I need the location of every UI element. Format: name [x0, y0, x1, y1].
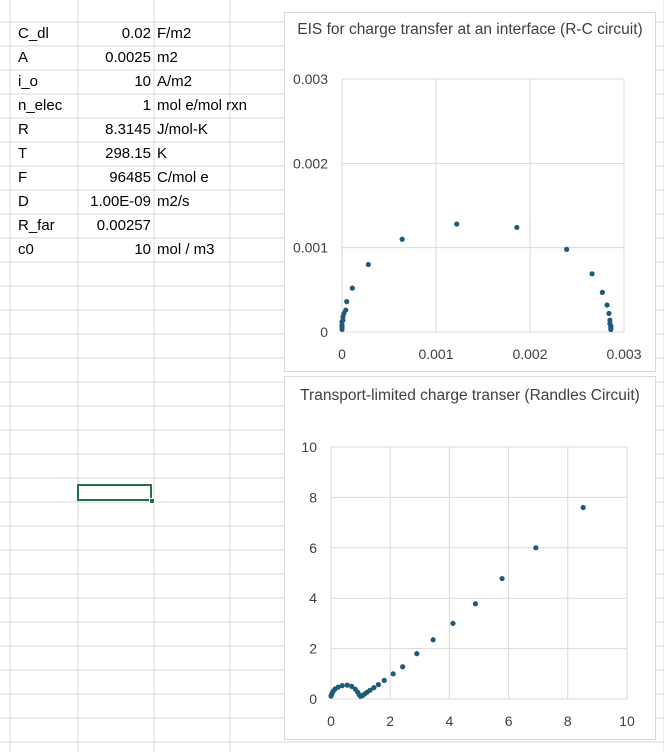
data-point [499, 575, 505, 582]
data-point [599, 289, 605, 295]
data-point [344, 299, 350, 305]
data-point [367, 687, 373, 693]
selected-cell[interactable] [77, 484, 152, 501]
cell-unit[interactable]: mol e/mol rxn [157, 97, 248, 114]
data-point [371, 685, 377, 691]
x-tick-label: 2 [386, 713, 394, 729]
y-tick-label: 8 [309, 489, 317, 505]
chart-randles[interactable]: Transport-limited charge transer (Randle… [284, 376, 656, 740]
y-tick-label: 0 [320, 324, 328, 340]
data-point [390, 671, 396, 677]
cell-value[interactable]: 0.02 [121, 25, 151, 42]
data-point [375, 682, 381, 688]
x-tick-label: 6 [505, 713, 513, 729]
cell-value[interactable]: 298.15 [105, 145, 151, 162]
cell-unit[interactable]: K [157, 145, 168, 162]
data-point [343, 307, 349, 313]
y-tick-label: 10 [301, 439, 317, 455]
cell-value[interactable]: 1 [142, 97, 151, 114]
data-point [604, 302, 610, 308]
x-tick-label: 0 [338, 346, 346, 362]
data-point [514, 224, 520, 231]
data-point [454, 221, 460, 227]
cell-label[interactable]: c0 [18, 241, 34, 258]
data-point [399, 236, 405, 242]
chart-eis-rc[interactable]: EIS for charge transfer at an interface … [284, 12, 656, 372]
cell-value[interactable]: 0.00257 [96, 217, 151, 234]
y-tick-label: 4 [309, 590, 317, 606]
cell-unit[interactable]: mol / m3 [157, 241, 215, 258]
x-tick-label: 10 [619, 713, 635, 729]
data-point [414, 651, 420, 657]
cell-label[interactable]: R_far [18, 217, 55, 234]
data-point [533, 545, 539, 551]
data-point [472, 601, 479, 607]
data-point [400, 664, 406, 670]
chart-title: EIS for charge transfer at an interface … [297, 21, 643, 38]
cell-unit[interactable]: J/mol-K [157, 121, 208, 138]
data-point [580, 504, 586, 511]
cell-unit[interactable]: m2 [157, 49, 178, 66]
x-tick-label: 0.003 [606, 346, 641, 362]
chart-title: Transport-limited charge transer (Randle… [300, 387, 640, 404]
data-point [365, 261, 371, 268]
data-point [381, 677, 387, 683]
cell-label[interactable]: C_dl [18, 25, 49, 42]
cell-value[interactable]: 0.0025 [105, 49, 151, 66]
data-point [450, 620, 456, 626]
data-point [344, 682, 350, 688]
y-tick-label: 2 [309, 641, 317, 657]
data-point [564, 246, 570, 252]
data-point [430, 637, 436, 643]
x-tick-label: 0.002 [512, 346, 547, 362]
cell-value[interactable]: 8.3145 [105, 121, 151, 138]
cell-label[interactable]: T [18, 145, 28, 162]
y-tick-label: 0 [309, 691, 317, 707]
cell-unit[interactable]: C/mol e [157, 169, 209, 186]
y-tick-label: 6 [309, 540, 317, 556]
cell-label[interactable]: R [18, 121, 29, 138]
cell-label[interactable]: D [18, 193, 29, 210]
data-point [349, 683, 355, 689]
x-tick-label: 0.001 [418, 346, 453, 362]
cell-unit[interactable]: A/m2 [157, 73, 193, 90]
data-point [349, 285, 355, 291]
cell-value[interactable]: 96485 [109, 169, 151, 186]
cell-value[interactable]: 10 [134, 241, 151, 258]
x-tick-label: 0 [327, 713, 335, 729]
cell-value[interactable]: 10 [134, 73, 151, 90]
cell-label[interactable]: n_elec [18, 97, 63, 114]
data-point [335, 684, 341, 690]
fill-handle[interactable] [149, 498, 155, 504]
data-point [339, 683, 345, 689]
cell-unit[interactable]: F/m2 [157, 25, 192, 42]
y-tick-label: 0.001 [293, 240, 328, 256]
data-point [589, 271, 595, 277]
cell-label[interactable]: F [18, 169, 28, 186]
y-tick-label: 0.002 [293, 155, 328, 171]
chart-plot-area: 0 2 4 6 8 10 0 2 4 6 8 10 [301, 439, 635, 729]
cell-label[interactable]: i_o [18, 73, 39, 90]
y-tick-label: 0.003 [293, 71, 328, 87]
cell-unit[interactable]: m2/s [157, 193, 190, 210]
cell-value[interactable]: 1.00E-09 [90, 193, 151, 210]
x-tick-label: 4 [446, 713, 454, 729]
cell-label[interactable]: A [18, 49, 29, 66]
data-point [606, 310, 612, 317]
data-point [608, 326, 614, 333]
chart-plot-area: 0 0.001 0.002 0.003 0 0.001 0.002 0.003 [293, 71, 642, 362]
x-tick-label: 8 [564, 713, 572, 729]
